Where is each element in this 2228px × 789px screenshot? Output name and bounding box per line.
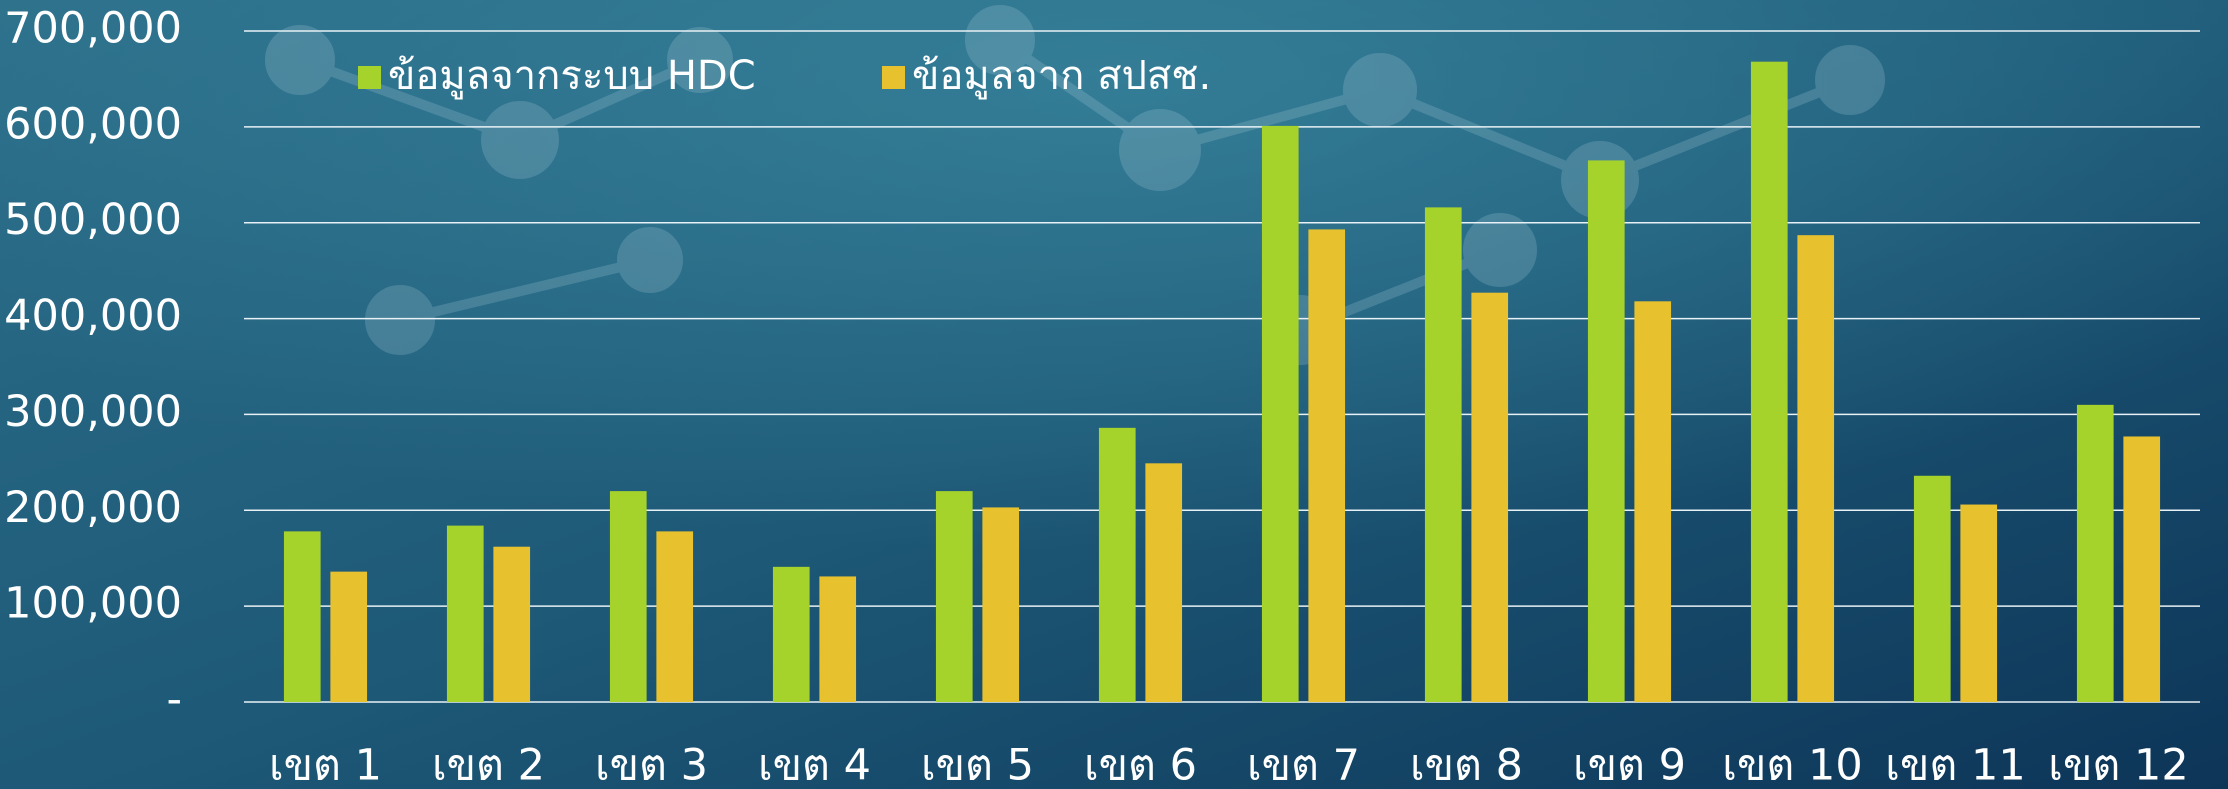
bar xyxy=(609,491,647,702)
bar xyxy=(446,525,484,702)
bar xyxy=(2076,404,2114,702)
legend-swatch xyxy=(882,66,905,89)
y-tick-label: 200,000 xyxy=(4,483,182,533)
x-tick-label: เขต 3 xyxy=(595,741,708,789)
y-tick-label: 100,000 xyxy=(4,579,182,629)
y-tick-label: 700,000 xyxy=(4,4,182,54)
legend-swatch xyxy=(358,66,381,89)
bar xyxy=(1797,235,1835,702)
bar xyxy=(1587,160,1625,702)
y-tick-label: 400,000 xyxy=(4,291,182,341)
bar xyxy=(935,491,973,702)
bar xyxy=(2123,436,2161,702)
bar xyxy=(819,576,857,702)
bar xyxy=(1750,61,1788,702)
molecule-pattern xyxy=(265,5,1885,365)
x-tick-label: เขต 10 xyxy=(1722,741,1862,789)
x-tick-label: เขต 6 xyxy=(1084,741,1197,789)
legend-label: ข้อมูลจาก สปสช. xyxy=(912,53,1211,99)
x-tick-label: เขต 5 xyxy=(921,741,1034,789)
bar xyxy=(1960,504,1998,702)
x-tick-label: เขต 9 xyxy=(1573,741,1686,789)
y-tick-label: - xyxy=(166,675,182,725)
x-tick-label: เขต 7 xyxy=(1247,741,1360,789)
bar xyxy=(772,566,810,702)
bar xyxy=(982,507,1020,702)
x-tick-label: เขต 2 xyxy=(432,741,545,789)
bar xyxy=(1471,292,1509,702)
bar xyxy=(1634,301,1672,702)
bar xyxy=(1308,229,1346,702)
bar xyxy=(1261,125,1299,703)
y-tick-label: 500,000 xyxy=(4,195,182,245)
bar xyxy=(1145,463,1183,702)
y-tick-label: 600,000 xyxy=(4,99,182,149)
y-tick-label: 300,000 xyxy=(4,387,182,437)
bar xyxy=(330,571,368,702)
bar xyxy=(1913,475,1951,702)
x-tick-label: เขต 1 xyxy=(269,741,382,789)
bar xyxy=(1098,427,1136,702)
x-tick-label: เขต 12 xyxy=(2048,741,2188,789)
x-tick-label: เขต 8 xyxy=(1410,741,1523,789)
x-tick-label: เขต 11 xyxy=(1885,741,2025,789)
legend-label: ข้อมูลจากระบบ HDC xyxy=(388,53,756,99)
bar xyxy=(283,531,321,702)
bar xyxy=(493,546,531,702)
x-tick-label: เขต 4 xyxy=(758,741,871,789)
bar xyxy=(1424,207,1462,702)
bar xyxy=(656,531,694,702)
